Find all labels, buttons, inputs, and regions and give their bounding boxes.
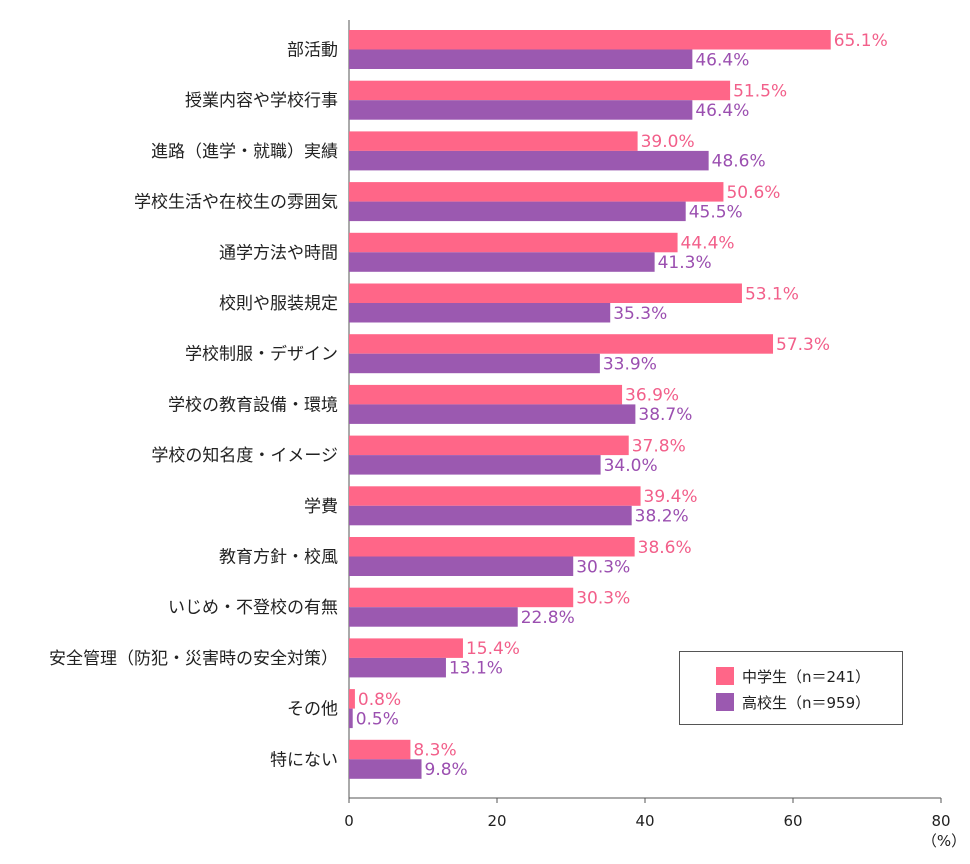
value-label-high-school: 30.3%	[576, 557, 630, 577]
x-tick-label: 0	[344, 812, 354, 830]
bar-middle-school	[349, 587, 574, 608]
bar-high-school	[349, 657, 446, 678]
value-label-middle-school: 53.1%	[745, 284, 799, 304]
bar-middle-school	[349, 739, 411, 760]
value-label-high-school: 34.0%	[604, 456, 658, 476]
bar-high-school	[349, 100, 693, 120]
category-label: 部活動	[287, 41, 338, 61]
category-label: 特にない	[270, 750, 338, 770]
category-label: 教育方針・校風	[219, 548, 338, 568]
x-tick-label: 20	[487, 812, 506, 830]
value-label-high-school: 46.4%	[695, 50, 749, 70]
bar-high-school	[349, 708, 353, 729]
category-label: 学校生活や在校生の雰囲気	[134, 193, 338, 213]
category-label: 学校の教育設備・環境	[168, 395, 338, 415]
value-label-middle-school: 65.1%	[834, 31, 888, 51]
value-label-high-school: 0.5%	[356, 709, 399, 729]
value-label-middle-school: 36.9%	[625, 386, 679, 406]
bar-high-school	[349, 353, 600, 374]
bar-middle-school	[349, 30, 831, 50]
value-label-high-school: 41.3%	[658, 253, 712, 273]
bar-middle-school	[349, 689, 355, 709]
value-label-middle-school: 57.3%	[776, 335, 830, 355]
bar-high-school	[349, 201, 686, 222]
bar-high-school	[349, 505, 632, 526]
bar-middle-school	[349, 283, 742, 303]
bar-high-school	[349, 303, 611, 323]
legend-item-middle-school: 中学生（n＝241）	[716, 665, 870, 687]
category-label: 学校制服・デザイン	[185, 344, 338, 365]
x-tick-label: 40	[635, 812, 654, 830]
value-label-middle-school: 51.5%	[733, 81, 787, 101]
bar-high-school	[349, 150, 709, 171]
value-label-high-school: 9.8%	[425, 760, 468, 780]
x-axis-unit: （%）	[922, 832, 966, 850]
value-label-high-school: 13.1%	[449, 659, 503, 679]
value-label-high-school: 22.8%	[521, 608, 575, 628]
bar-high-school	[349, 556, 574, 576]
value-label-middle-school: 30.3%	[576, 588, 630, 608]
value-label-high-school: 38.7%	[638, 405, 692, 425]
bar-high-school	[349, 49, 693, 69]
legend: 中学生（n＝241） 高校生（n＝959）	[679, 651, 903, 725]
bar-high-school	[349, 252, 655, 272]
value-label-high-school: 45.5%	[689, 202, 743, 222]
value-label-middle-school: 15.4%	[466, 639, 520, 659]
category-label: その他	[287, 700, 338, 720]
bar-high-school	[349, 404, 636, 424]
value-label-high-school: 46.4%	[695, 101, 749, 121]
value-label-middle-school: 50.6%	[726, 183, 780, 203]
x-tick-label: 80	[931, 812, 950, 830]
bar-middle-school	[349, 182, 724, 202]
legend-label-middle-school: 中学生（n＝241）	[742, 667, 871, 686]
legend-label-high-school: 高校生（n＝959）	[742, 693, 871, 712]
category-label: 安全管理（防犯・災害時の安全対策）	[49, 649, 338, 669]
value-label-middle-school: 8.3%	[413, 741, 456, 761]
bar-middle-school	[349, 638, 463, 658]
value-label-middle-school: 39.4%	[644, 487, 698, 507]
legend-swatch-middle-school	[716, 667, 734, 685]
category-label: 学費	[304, 497, 338, 517]
category-label: 進路（進学・就職）実績	[151, 142, 338, 162]
category-label: いじめ・不登校の有無	[168, 598, 338, 618]
category-label: 通学方法や時間	[219, 243, 338, 263]
value-label-high-school: 48.6%	[712, 152, 766, 172]
category-label: 学校の知名度・イメージ	[151, 446, 338, 466]
category-label: 校則や服装規定	[219, 294, 338, 314]
value-label-middle-school: 38.6%	[638, 538, 692, 558]
bar-high-school	[349, 607, 518, 627]
bar-high-school	[349, 759, 422, 779]
value-label-high-school: 35.3%	[613, 304, 667, 324]
value-label-high-school: 38.2%	[635, 507, 689, 527]
bar-middle-school	[349, 384, 623, 405]
bar-middle-school	[349, 131, 638, 151]
value-label-middle-school: 39.0%	[641, 132, 695, 152]
value-label-high-school: 33.9%	[603, 354, 657, 374]
bar-middle-school	[349, 232, 678, 253]
bar-middle-school	[349, 486, 641, 506]
bar-middle-school	[349, 537, 635, 557]
value-label-middle-school: 37.8%	[632, 436, 686, 456]
category-label: 授業内容や学校行事	[185, 91, 338, 111]
legend-item-high-school: 高校生（n＝959）	[716, 691, 870, 713]
bar-middle-school	[349, 435, 629, 456]
legend-swatch-high-school	[716, 693, 734, 711]
x-tick-label: 60	[783, 812, 802, 830]
value-label-middle-school: 44.4%	[681, 234, 735, 254]
bar-middle-school	[349, 80, 731, 101]
value-label-middle-school: 0.8%	[358, 690, 401, 710]
bar-middle-school	[349, 334, 774, 354]
bar-high-school	[349, 455, 601, 475]
